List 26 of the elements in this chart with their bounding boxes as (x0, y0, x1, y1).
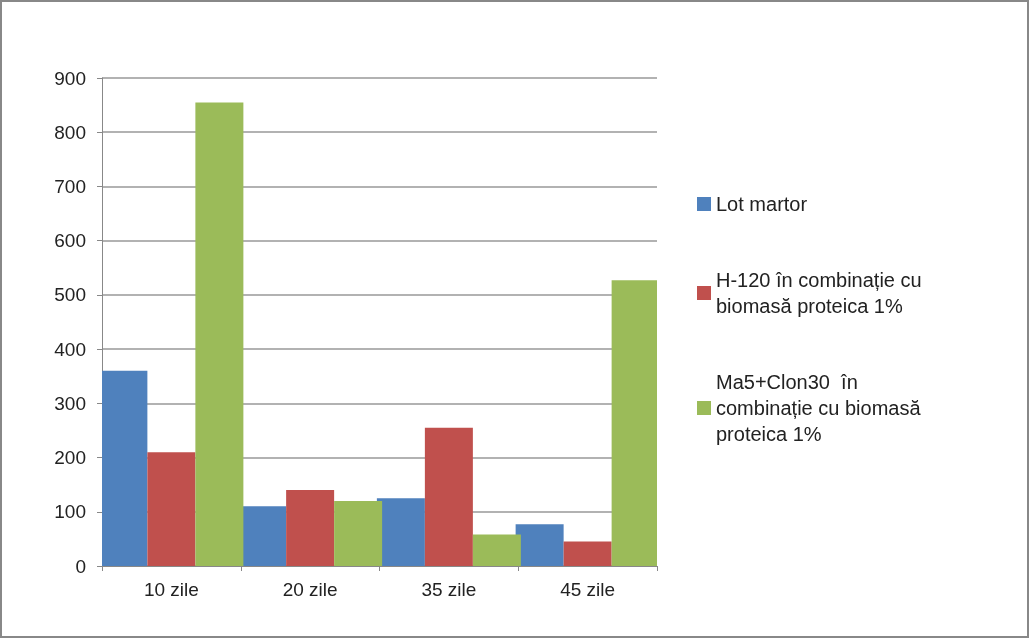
y-tick-label: 0 (75, 555, 86, 577)
x-tick-label: 10 zile (143, 579, 199, 600)
legend-label: Lot martor (716, 193, 808, 215)
bar (286, 490, 335, 566)
bar (563, 541, 612, 566)
bar (515, 524, 564, 566)
y-tick-label: 800 (54, 121, 86, 143)
legend-label: H-120 în combinație cu biomasă proteica 1% (716, 269, 922, 317)
x-tick-label: 20 zile (282, 579, 338, 600)
y-tick-label: 900 (54, 67, 86, 89)
bar (147, 452, 196, 566)
bar (376, 498, 425, 566)
bar (472, 534, 521, 566)
y-tick-label: 700 (54, 175, 86, 197)
bar (334, 500, 383, 566)
x-tick-label: 45 zile (560, 579, 616, 600)
x-tick-label: 35 zile (421, 579, 477, 600)
y-tick-label: 200 (54, 447, 86, 469)
legend-label: Ma5+Clon30 în combinație cu biomasă proteica 1% (716, 371, 922, 445)
y-tick-label: 400 (54, 338, 86, 360)
y-tick-label: 300 (54, 392, 86, 414)
y-tick-label: 500 (54, 284, 86, 306)
y-tick-label: 600 (54, 230, 86, 252)
bar (424, 427, 473, 566)
bar (195, 102, 244, 566)
y-tick-label: 100 (54, 501, 86, 523)
